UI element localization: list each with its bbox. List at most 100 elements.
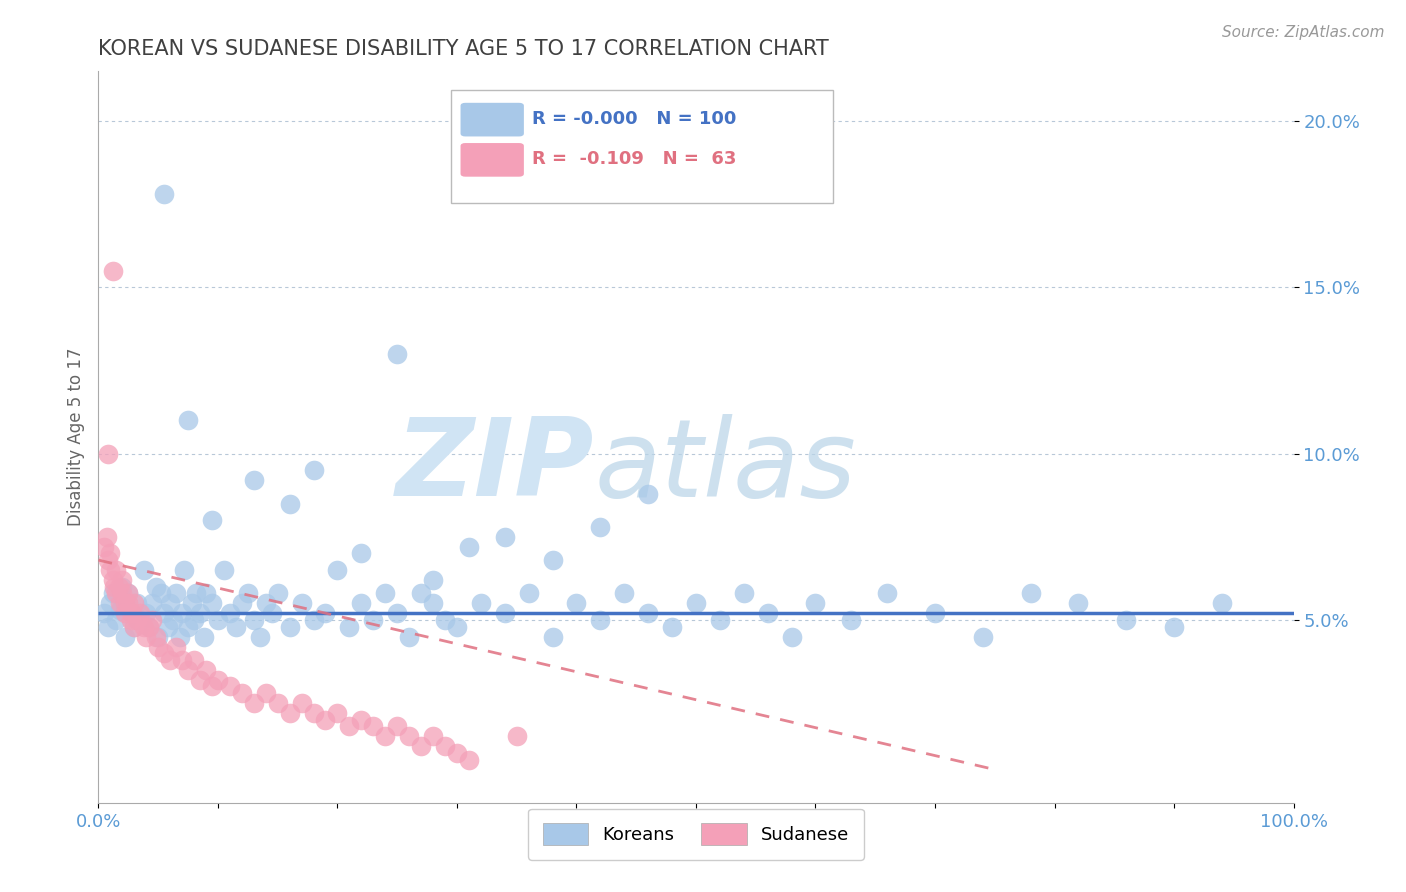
Point: [125, 613, 148, 627]
Point: [458, 540, 481, 554]
Point: [145, 580, 167, 594]
Point: [93, 607, 115, 621]
Point: [180, 596, 202, 610]
Point: [506, 729, 529, 743]
Point: [207, 613, 229, 627]
Point: [339, 619, 361, 633]
Point: [162, 613, 184, 627]
Text: KOREAN VS SUDANESE DISABILITY AGE 5 TO 17 CORRELATION CHART: KOREAN VS SUDANESE DISABILITY AGE 5 TO 1…: [98, 38, 830, 59]
Point: [108, 596, 131, 610]
Point: [105, 586, 128, 600]
Point: [101, 586, 124, 600]
Point: [972, 630, 994, 644]
Point: [494, 607, 516, 621]
Point: [278, 497, 301, 511]
Point: [183, 613, 205, 627]
Point: [219, 680, 242, 694]
Point: [121, 607, 143, 621]
Point: [804, 596, 827, 610]
Point: [132, 563, 155, 577]
Point: [876, 586, 898, 600]
Point: [97, 553, 120, 567]
Point: [138, 619, 160, 633]
Text: Source: ZipAtlas.com: Source: ZipAtlas.com: [1222, 25, 1385, 40]
Point: [249, 630, 271, 644]
Point: [105, 613, 128, 627]
Point: [637, 607, 659, 621]
Point: [243, 473, 266, 487]
Point: [173, 563, 195, 577]
Point: [177, 619, 200, 633]
Point: [363, 719, 385, 733]
Point: [291, 696, 314, 710]
Point: [96, 530, 118, 544]
Point: [411, 739, 433, 754]
Point: [385, 607, 409, 621]
Point: [129, 607, 152, 621]
Point: [107, 580, 129, 594]
Point: [105, 563, 128, 577]
Point: [422, 729, 444, 743]
Point: [541, 553, 564, 567]
Point: [101, 264, 124, 278]
Point: [117, 586, 139, 600]
Text: ZIP: ZIP: [396, 413, 595, 519]
Point: [385, 719, 409, 733]
Point: [212, 563, 235, 577]
Point: [177, 413, 200, 427]
Point: [302, 463, 325, 477]
Point: [446, 746, 468, 760]
Point: [231, 686, 253, 700]
Point: [188, 673, 211, 687]
Point: [114, 607, 136, 621]
Point: [111, 580, 134, 594]
Point: [193, 630, 215, 644]
Point: [114, 630, 136, 644]
Point: [278, 706, 301, 720]
Point: [108, 603, 131, 617]
Point: [93, 540, 115, 554]
Point: [172, 653, 194, 667]
Point: [411, 586, 433, 600]
Point: [422, 596, 444, 610]
Point: [135, 607, 157, 621]
Point: [1163, 619, 1185, 633]
Point: [374, 729, 396, 743]
Point: [169, 630, 191, 644]
Point: [98, 596, 122, 610]
Point: [97, 447, 120, 461]
Point: [385, 347, 409, 361]
Point: [458, 753, 481, 767]
Point: [156, 619, 179, 633]
Point: [148, 630, 170, 644]
Point: [103, 580, 125, 594]
Point: [350, 596, 373, 610]
Point: [121, 607, 143, 621]
Text: R = -0.000   N = 100: R = -0.000 N = 100: [533, 110, 737, 128]
Point: [326, 706, 349, 720]
Point: [148, 640, 170, 654]
Point: [98, 563, 122, 577]
Point: [111, 573, 134, 587]
Point: [1019, 586, 1042, 600]
Point: [254, 686, 277, 700]
Point: [315, 713, 337, 727]
Point: [374, 586, 396, 600]
Point: [1115, 613, 1137, 627]
Point: [1211, 596, 1233, 610]
Point: [1067, 596, 1090, 610]
Point: [145, 630, 167, 644]
Point: [124, 596, 146, 610]
Point: [517, 586, 540, 600]
Point: [661, 619, 683, 633]
Point: [422, 573, 444, 587]
Point: [153, 646, 176, 660]
Point: [159, 596, 181, 610]
Point: [149, 586, 172, 600]
Text: atlas: atlas: [595, 414, 856, 519]
Point: [225, 619, 247, 633]
Text: R =  -0.109   N =  63: R = -0.109 N = 63: [533, 150, 737, 168]
Point: [195, 586, 218, 600]
Point: [177, 663, 200, 677]
Point: [267, 696, 290, 710]
